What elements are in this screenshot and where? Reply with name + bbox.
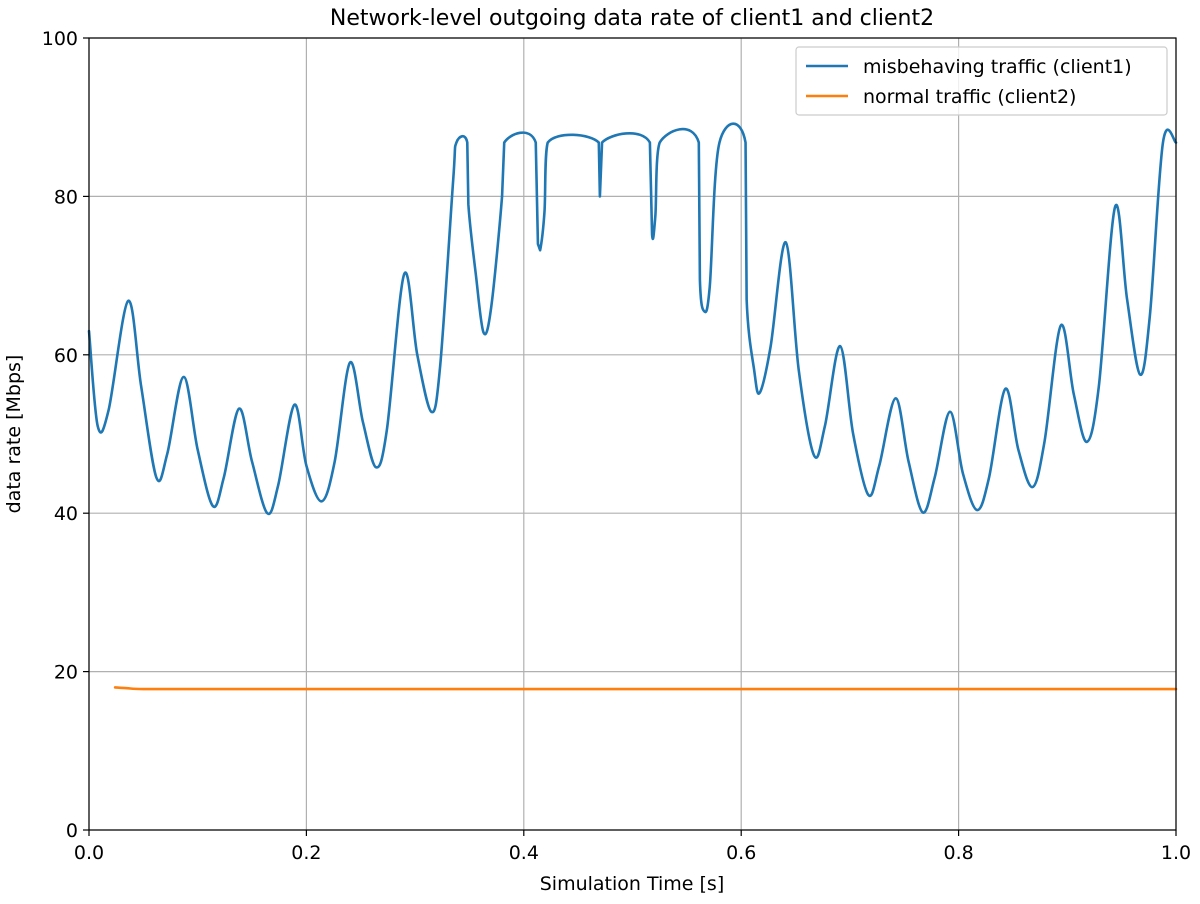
x-tick-label: 1.0 [1161, 842, 1191, 864]
x-tick-label: 0.6 [726, 842, 756, 864]
series-line-2 [113, 686, 1178, 691]
legend: misbehaving traffic (client1) normal traf… [795, 46, 1168, 116]
chart-title: Network-level outgoing data rate of clie… [330, 6, 934, 31]
legend-label: normal traffic (client2) [863, 86, 1076, 108]
y-tick-label: 20 [54, 662, 78, 684]
legend-box [795, 46, 1168, 116]
y-axis-label: data rate [Mbps] [3, 355, 25, 514]
x-tick-label: 0.8 [943, 842, 973, 864]
plot-frame [88, 37, 1177, 831]
y-tick-label: 40 [54, 503, 78, 525]
grid-lines [88, 37, 1177, 831]
x-tick-label: 0.2 [291, 842, 321, 864]
legend-label: misbehaving traffic (client1) [863, 56, 1132, 78]
y-tick-label: 100 [42, 28, 78, 50]
y-tick-label: 60 [54, 345, 78, 367]
x-axis-label: Simulation Time [s] [540, 873, 725, 895]
x-tick-label: 0.4 [509, 842, 539, 864]
series-lines [87, 122, 1178, 691]
y-tick-label: 80 [54, 186, 78, 208]
series-line-1 [87, 122, 1178, 516]
axis-ticks: 0.0 0.2 0.4 0.6 0.8 1.0 0 20 40 60 80 100 [42, 28, 1191, 864]
y-tick-label: 0 [66, 820, 78, 842]
x-tick-label: 0.0 [74, 842, 104, 864]
